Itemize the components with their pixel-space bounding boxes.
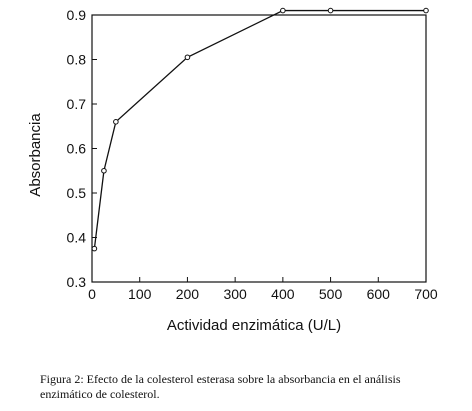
data-point: [101, 167, 107, 174]
x-tick-label: 600: [367, 286, 391, 302]
x-tick-label: 0: [88, 286, 96, 302]
x-tick-label: 400: [271, 286, 295, 302]
data-point: [184, 54, 191, 61]
y-tick-label: 0.7: [67, 96, 87, 112]
data-point: [280, 7, 286, 14]
y-tick-label: 0.5: [67, 185, 87, 201]
x-tick-label: 500: [319, 286, 343, 302]
x-tick-label: 100: [128, 286, 152, 302]
y-axis-label: Absorbancia: [27, 113, 44, 197]
x-axis-ticks: 0 100 200 300 400 500 600 700: [88, 277, 438, 302]
y-tick-label: 0.9: [67, 7, 87, 23]
x-tick-label: 200: [176, 286, 200, 302]
y-tick-label: 0.8: [67, 52, 87, 68]
y-tick-label: 0.6: [67, 141, 87, 157]
y-axis-ticks: 0.3 0.4 0.5 0.6 0.7 0.8 0.9: [67, 7, 97, 290]
chart-series: [91, 7, 429, 252]
data-point: [91, 245, 98, 252]
y-tick-label: 0.4: [67, 230, 87, 246]
plot-frame: [91, 14, 427, 283]
data-point: [423, 7, 429, 14]
x-tick-label: 700: [414, 286, 438, 302]
y-tick-label: 0.3: [67, 274, 87, 290]
caption-line-2: enzimático de colesterol.: [40, 387, 160, 401]
x-tick-label: 300: [223, 286, 247, 302]
data-point: [327, 7, 334, 14]
data-point: [113, 119, 119, 125]
absorbance-chart: 0 100 200 300 400 500 600 700 0.30.40.50.60.70.…: [27, 7, 438, 334]
chart-axes: [91, 14, 427, 283]
caption-line-1: Figura 2: Efecto de la colesterol estera…: [40, 372, 401, 386]
figure-caption: Figura 2: Efecto de la colesterol estera…: [40, 372, 470, 402]
x-axis-label: Actividad enzimática (U/L): [167, 317, 341, 334]
series-line: [93, 9, 426, 249]
